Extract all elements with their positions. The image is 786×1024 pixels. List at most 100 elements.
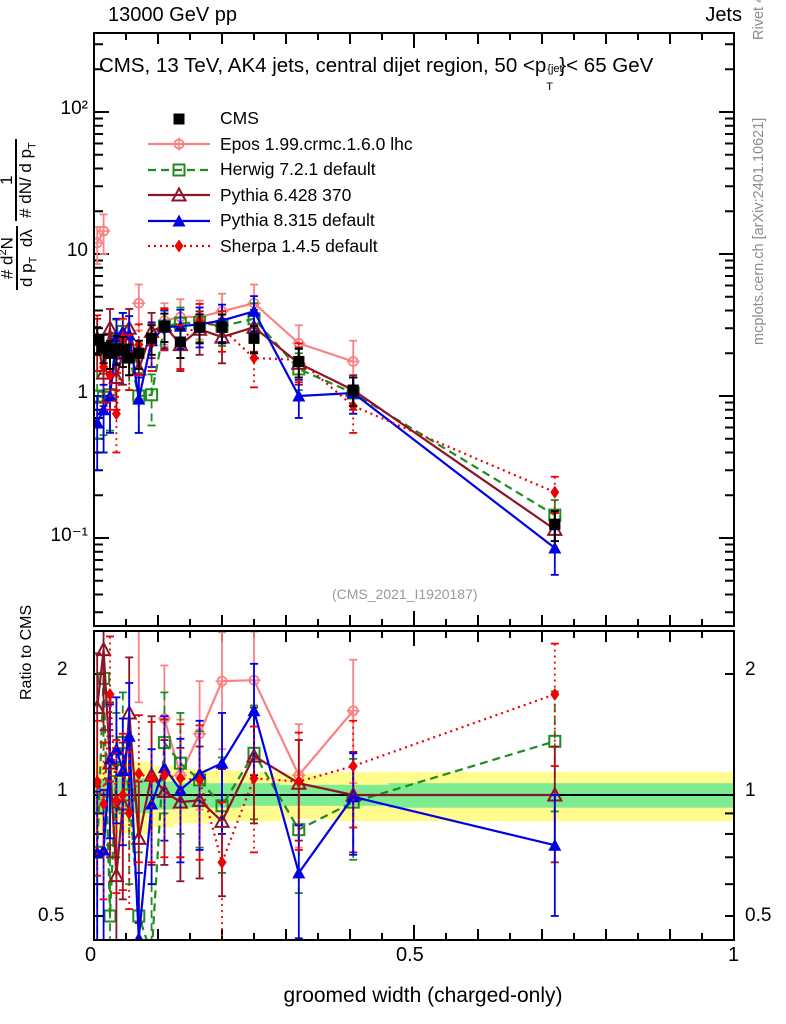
series-cms bbox=[95, 312, 561, 543]
rivet-credit: Rivet 4.1.0, ≥ 100k events bbox=[751, 0, 786, 56]
data-marker bbox=[347, 384, 359, 396]
series-line bbox=[96, 309, 556, 549]
data-marker bbox=[157, 761, 171, 774]
data-marker bbox=[550, 485, 560, 499]
data-marker bbox=[134, 767, 144, 781]
data-marker bbox=[95, 333, 103, 345]
data-marker bbox=[147, 771, 157, 785]
data-marker bbox=[124, 806, 134, 820]
x-axis-label-text: groomed width (charged-only) bbox=[283, 984, 563, 1007]
data-marker bbox=[132, 296, 146, 310]
x-axis-label: groomed width (charged-only) bbox=[0, 984, 786, 1008]
legend-entry[interactable]: Epos 1.99.crmc.1.6.0 lhc bbox=[148, 132, 413, 158]
ratio-y-axis-label-text: Ratio to CMS bbox=[18, 604, 35, 700]
data-marker bbox=[549, 518, 561, 530]
mcplots-credit-text: mcplots.cern.ch [arXiv:2401.10621] bbox=[751, 117, 767, 345]
data-marker bbox=[247, 704, 261, 717]
legend-label: Herwig 7.2.1 default bbox=[220, 159, 376, 180]
data-marker bbox=[117, 344, 129, 356]
data-marker bbox=[99, 797, 109, 811]
main-y-axis-label: # d2N d pT dλ 1 # dN/ d pT bbox=[0, 40, 78, 290]
data-marker bbox=[111, 793, 121, 807]
data-marker bbox=[95, 236, 104, 250]
data-marker bbox=[346, 790, 360, 803]
y-tick-label: 1 bbox=[57, 780, 68, 801]
main-y-tick-labels: 10² 10 1 10⁻¹ bbox=[0, 0, 89, 630]
legend-entry[interactable]: Pythia 8.315 default bbox=[148, 208, 413, 234]
data-marker bbox=[158, 320, 170, 332]
data-marker bbox=[133, 347, 145, 359]
data-marker bbox=[548, 838, 562, 851]
data-marker bbox=[130, 829, 147, 845]
data-marker bbox=[194, 321, 206, 333]
y-tick-label-right: 0.5 bbox=[745, 905, 772, 926]
y-tick-label: 2 bbox=[57, 659, 68, 680]
data-marker bbox=[105, 368, 115, 382]
data-marker bbox=[173, 113, 185, 125]
y-tick-label: 10 bbox=[66, 240, 88, 261]
plot-title-superscript: {jet bbox=[547, 63, 563, 75]
series-line bbox=[96, 319, 556, 494]
legend-entry[interactable]: Herwig 7.2.1 default bbox=[148, 157, 413, 183]
data-marker bbox=[292, 389, 306, 402]
data-marker bbox=[249, 771, 259, 785]
data-marker bbox=[249, 351, 259, 365]
legend-key-square-filled bbox=[148, 110, 210, 128]
data-marker bbox=[95, 775, 102, 789]
data-marker bbox=[247, 304, 261, 317]
data-marker bbox=[110, 343, 122, 355]
plot-title-prefix: CMS, 13 TeV, AK4 jets, central dijet reg… bbox=[99, 54, 547, 77]
data-marker bbox=[145, 797, 159, 810]
data-marker bbox=[174, 239, 184, 253]
legend-entry[interactable]: Pythia 6.428 370 bbox=[148, 183, 413, 209]
data-marker bbox=[105, 687, 115, 701]
ratio-plot-panel bbox=[93, 630, 735, 941]
y-tick-label: 0.5 bbox=[38, 905, 65, 926]
y-tick-label: 1 bbox=[77, 382, 88, 403]
x-tick-label: 0 bbox=[85, 944, 97, 966]
data-marker bbox=[294, 775, 304, 789]
data-marker bbox=[292, 866, 306, 879]
data-marker bbox=[134, 931, 143, 939]
data-marker bbox=[146, 332, 158, 344]
y-tick-label-right: 1 bbox=[745, 780, 756, 801]
analysis-id-watermark: (CMS_2021_I1920187) bbox=[332, 586, 478, 602]
data-marker bbox=[109, 742, 123, 755]
data-marker bbox=[97, 403, 111, 416]
data-marker bbox=[104, 347, 116, 359]
data-marker bbox=[216, 321, 228, 333]
rivet-credit-text: Rivet 4.1.0, ≥ 100k events bbox=[751, 0, 767, 40]
legend-key-triangle-filled bbox=[148, 212, 210, 230]
data-marker bbox=[111, 407, 121, 421]
series-line bbox=[96, 693, 556, 866]
x-tick-label: 1 bbox=[728, 944, 740, 966]
data-marker bbox=[101, 319, 119, 335]
data-marker bbox=[145, 388, 159, 402]
data-marker bbox=[195, 773, 205, 787]
data-marker bbox=[346, 704, 360, 718]
data-marker bbox=[172, 163, 186, 177]
data-marker bbox=[548, 541, 562, 554]
header-analysis-type: Jets bbox=[705, 4, 742, 26]
y-tick-label: 10⁻¹ bbox=[50, 525, 89, 546]
legend-entry[interactable]: Sherpa 1.4.5 default bbox=[148, 234, 413, 260]
plot-title-suffix: }< 65 GeV bbox=[559, 54, 654, 77]
data-marker bbox=[174, 336, 186, 348]
plot-title-subscript: T bbox=[546, 81, 554, 93]
mcplots-credit: mcplots.cern.ch [arXiv:2401.10621] bbox=[751, 118, 786, 361]
data-marker bbox=[215, 674, 229, 688]
data-marker bbox=[172, 137, 186, 151]
data-marker bbox=[170, 186, 188, 202]
legend-key-circle-cross bbox=[148, 135, 210, 153]
data-marker bbox=[248, 332, 260, 344]
legend-entry[interactable]: CMS bbox=[148, 106, 413, 132]
data-marker bbox=[95, 416, 104, 429]
legend-label: Sherpa 1.4.5 default bbox=[220, 235, 378, 256]
data-marker bbox=[98, 341, 110, 353]
main-plot-panel bbox=[93, 32, 735, 627]
legend-key-square-open bbox=[148, 161, 210, 179]
ratio-plot-canvas bbox=[95, 632, 733, 939]
plot-title: CMS, 13 TeV, AK4 jets, central dijet reg… bbox=[99, 54, 654, 93]
data-marker bbox=[193, 767, 207, 780]
ratio-y-axis-label: Ratio to CMS bbox=[18, 605, 113, 718]
